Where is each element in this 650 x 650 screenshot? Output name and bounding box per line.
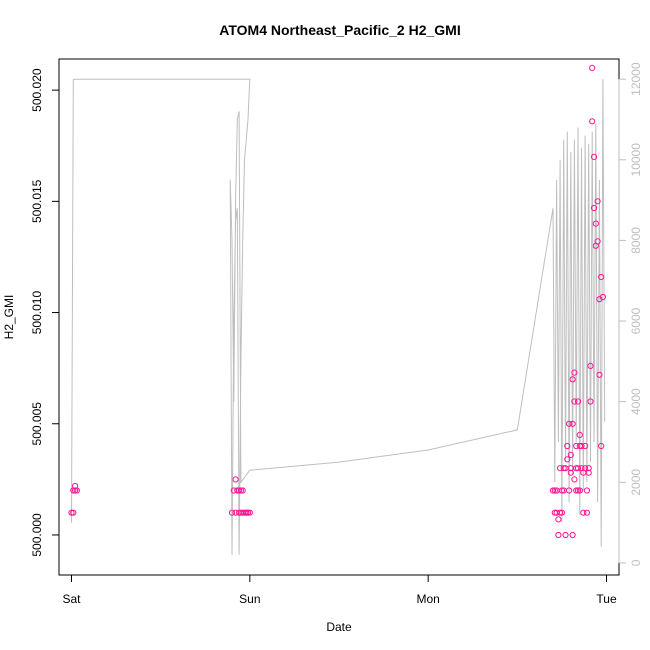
x-tick-label: Sun <box>239 592 260 606</box>
data-point <box>576 487 583 494</box>
data-point <box>598 442 605 450</box>
data-point <box>558 509 566 516</box>
data-point <box>549 487 557 494</box>
data-point <box>68 509 75 516</box>
data-point <box>589 118 596 125</box>
y2-tick-label: 8000 <box>629 227 643 254</box>
data-point <box>567 469 574 476</box>
data-point <box>583 487 591 494</box>
data-point <box>576 431 583 438</box>
y2-tick-label: 10000 <box>629 143 643 177</box>
data-point <box>571 369 578 376</box>
y2-tick-label: 12000 <box>629 62 643 96</box>
data-point <box>589 64 596 72</box>
y-tick-label: 500.005 <box>30 402 44 446</box>
data-point <box>583 509 591 516</box>
data-point <box>244 509 252 516</box>
data-point <box>243 509 250 516</box>
data-point <box>551 487 558 494</box>
data-point <box>582 442 589 450</box>
data-point <box>590 153 598 160</box>
y-tick-label: 500.020 <box>30 68 44 112</box>
data-point <box>585 469 592 476</box>
x-tick-label: Tue <box>596 592 617 606</box>
data-point <box>557 509 564 516</box>
data-point <box>564 442 571 450</box>
data-point <box>562 531 569 539</box>
data-point <box>580 509 587 516</box>
data-point <box>582 465 589 472</box>
data-point <box>574 398 582 405</box>
data-point <box>594 238 601 245</box>
data-point <box>564 456 571 463</box>
data-point <box>569 531 576 539</box>
data-point <box>599 293 607 301</box>
data-point <box>585 465 592 472</box>
y2-tick-label: 6000 <box>629 307 643 334</box>
data-point <box>555 516 562 523</box>
data-point <box>558 487 566 494</box>
data-point <box>228 509 236 516</box>
y-axis-right: 0 2000 4000 6000 8000 10000 12000 <box>618 62 643 566</box>
y2-tick-label: 2000 <box>629 469 643 496</box>
data-point <box>236 487 243 494</box>
x-tick-label: Mon <box>417 592 440 606</box>
y2-tick-label: 4000 <box>629 388 643 415</box>
y-tick-label: 500.015 <box>30 179 44 223</box>
data-point <box>566 420 573 427</box>
data-point <box>587 362 594 369</box>
data-point <box>566 487 573 494</box>
data-point <box>560 465 567 472</box>
data-point <box>594 198 601 205</box>
data-point <box>598 273 605 281</box>
chart-title: ATOM4 Northeast_Pacific_2 H2_GMI <box>219 22 460 38</box>
data-point <box>73 487 80 494</box>
data-point <box>571 398 578 405</box>
data-point <box>569 420 576 427</box>
data-point <box>574 487 582 494</box>
altitude-series <box>71 78 606 555</box>
data-point <box>72 487 79 494</box>
data-point <box>239 487 246 494</box>
data-point <box>596 371 603 378</box>
altitude-line <box>71 78 606 555</box>
h2-gmi-series <box>68 64 607 539</box>
y-axis-left: 500.000 500.005 500.010 500.015 500.020 <box>30 68 60 557</box>
x-tick-label: Sat <box>62 592 81 606</box>
x-axis: Sat Sun Mon Tue <box>62 574 617 606</box>
data-point <box>567 451 574 458</box>
y-axis-label: H2_GMI <box>2 295 16 340</box>
data-point <box>573 487 580 494</box>
data-point <box>574 465 582 472</box>
data-point <box>232 476 239 483</box>
data-point <box>587 398 594 405</box>
data-point <box>569 376 576 383</box>
y-tick-label: 500.000 <box>30 513 44 557</box>
y2-tick-label: 0 <box>629 559 643 566</box>
data-point <box>578 442 585 450</box>
data-point <box>246 509 253 516</box>
data-point <box>592 220 599 227</box>
y-tick-label: 500.010 <box>30 291 44 335</box>
x-axis-label: Date <box>326 620 352 634</box>
data-point <box>571 476 578 483</box>
data-point <box>70 509 77 516</box>
data-point <box>590 204 598 212</box>
data-point <box>237 487 244 494</box>
data-point <box>555 531 562 539</box>
